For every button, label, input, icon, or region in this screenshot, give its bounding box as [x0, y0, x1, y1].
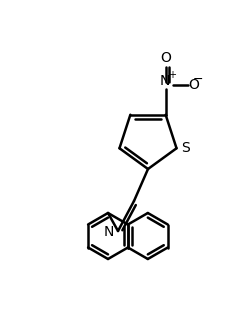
- Text: O: O: [160, 51, 171, 65]
- Text: N: N: [104, 225, 114, 239]
- Text: S: S: [182, 141, 190, 155]
- Text: −: −: [192, 73, 203, 86]
- Text: N: N: [159, 74, 170, 88]
- Text: +: +: [168, 70, 176, 80]
- Text: O: O: [189, 78, 199, 92]
